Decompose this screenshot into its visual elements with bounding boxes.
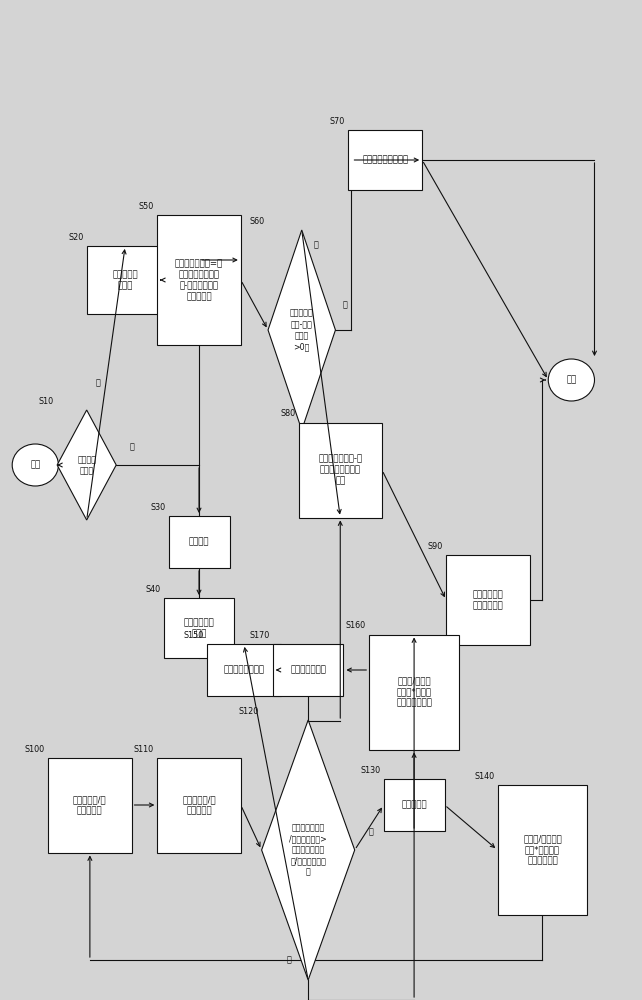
Text: 降低当前换挡范围: 降低当前换挡范围 (223, 666, 265, 674)
Text: 计算所需的
制动力: 计算所需的 制动力 (112, 270, 138, 290)
FancyBboxPatch shape (207, 644, 281, 696)
Text: 假设电动机/发
电机的扭矩: 假设电动机/发 电机的扭矩 (73, 795, 107, 815)
Text: S70: S70 (330, 117, 345, 126)
FancyBboxPatch shape (383, 779, 444, 831)
Polygon shape (57, 410, 116, 520)
Text: 同时再生制动
和制动主动轮: 同时再生制动 和制动主动轮 (473, 590, 503, 610)
FancyBboxPatch shape (168, 516, 230, 568)
Text: 计算再生制动力: 计算再生制动力 (290, 666, 326, 674)
Text: 以主动轮制动力-再
生制动力来操作主
动轮: 以主动轮制动力-再 生制动力来操作主 动轮 (318, 454, 362, 486)
Text: S130: S130 (360, 766, 380, 775)
FancyBboxPatch shape (498, 785, 587, 915)
Text: S60: S60 (250, 217, 265, 226)
Text: 否: 否 (343, 300, 347, 309)
FancyBboxPatch shape (446, 555, 530, 645)
FancyBboxPatch shape (48, 758, 132, 852)
FancyBboxPatch shape (87, 246, 164, 314)
Text: 返回: 返回 (566, 375, 577, 384)
Text: 电动机/发电机
的扭矩*当前换
挡范围的档轮比: 电动机/发电机 的扭矩*当前换 挡范围的档轮比 (396, 676, 432, 708)
Text: 是: 是 (369, 828, 373, 836)
Text: 是: 是 (313, 240, 318, 249)
Text: S90: S90 (428, 542, 443, 551)
FancyBboxPatch shape (273, 644, 343, 696)
FancyBboxPatch shape (164, 598, 234, 658)
FancyBboxPatch shape (348, 130, 422, 190)
Text: 计算电动机/发
电机的效率: 计算电动机/发 电机的效率 (182, 795, 216, 815)
Text: 不执行换挡: 不执行换挡 (401, 800, 427, 810)
Polygon shape (261, 720, 354, 980)
FancyBboxPatch shape (299, 422, 382, 518)
Ellipse shape (12, 444, 58, 486)
Text: 电动机/发电机的
扭矩*当前换挡
范围的齿轮比: 电动机/发电机的 扭矩*当前换挡 范围的齿轮比 (523, 834, 562, 866)
Text: 主动轮的制动力=计
算出的所需的制动
力-计算出的从动
轮的制动力: 主动轮的制动力=计 算出的所需的制动 力-计算出的从动 轮的制动力 (175, 259, 223, 301)
Text: S110: S110 (134, 744, 154, 754)
Text: S30: S30 (150, 503, 165, 512)
Text: 是: 是 (96, 378, 101, 387)
Text: 计算从动轮的
制动力: 计算从动轮的 制动力 (184, 618, 214, 638)
Text: S160: S160 (346, 621, 366, 631)
Polygon shape (268, 230, 335, 430)
Text: S140: S140 (474, 772, 494, 781)
Text: S10: S10 (39, 397, 54, 406)
Text: 制动踏板
操作？: 制动踏板 操作？ (77, 455, 96, 475)
Text: 否: 否 (286, 956, 291, 964)
Text: S20: S20 (68, 233, 83, 242)
Text: 主动轮的制
动力-再生
制动力
>0？: 主动轮的制 动力-再生 制动力 >0？ (290, 309, 313, 351)
FancyBboxPatch shape (369, 635, 459, 750)
Ellipse shape (548, 359, 594, 401)
Text: 仅操作再生制动单元: 仅操作再生制动单元 (362, 155, 408, 164)
Text: S120: S120 (238, 707, 258, 716)
Text: 操作主缸: 操作主缸 (189, 538, 209, 546)
Text: 否: 否 (130, 442, 135, 452)
FancyBboxPatch shape (157, 215, 241, 345)
Text: S170: S170 (249, 631, 270, 640)
Text: S40: S40 (145, 585, 160, 594)
Text: S50: S50 (139, 202, 154, 211)
Text: S80: S80 (280, 410, 295, 418)
Text: 计算出的电动机
/发电机的效率>
预定的标准电动
机/发电机的效率
？: 计算出的电动机 /发电机的效率> 预定的标准电动 机/发电机的效率 ？ (290, 823, 327, 877)
Text: S150: S150 (184, 631, 204, 640)
FancyBboxPatch shape (157, 758, 241, 852)
Text: S100: S100 (25, 744, 45, 754)
Text: 开始: 开始 (30, 460, 40, 470)
